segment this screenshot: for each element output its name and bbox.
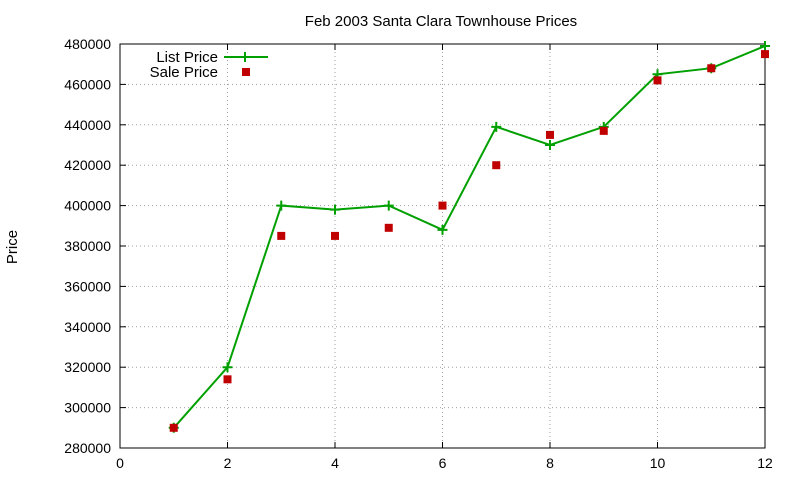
y-axis-label: Price bbox=[4, 230, 21, 264]
sale-price-point bbox=[438, 201, 447, 210]
sale-price-point bbox=[761, 50, 769, 59]
x-tick-label: 0 bbox=[116, 455, 124, 471]
x-tick-label: 10 bbox=[650, 455, 666, 471]
sale-price-point bbox=[492, 161, 501, 170]
x-tick-label: 6 bbox=[439, 455, 447, 471]
legend-sale-price-marker bbox=[242, 68, 250, 76]
y-tick-label: 320000 bbox=[64, 359, 111, 375]
y-tick-label: 340000 bbox=[64, 319, 111, 335]
sale-price-point bbox=[599, 126, 608, 135]
y-tick-label: 280000 bbox=[64, 440, 111, 456]
sale-price-point bbox=[169, 423, 178, 432]
sale-price-point bbox=[653, 76, 662, 85]
y-tick-label: 400000 bbox=[64, 198, 111, 214]
list-price-point bbox=[330, 204, 340, 215]
sale-price-point bbox=[384, 223, 393, 232]
chart-title: Feb 2003 Santa Clara Townhouse Prices bbox=[305, 13, 577, 30]
y-tick-label: 440000 bbox=[64, 117, 111, 133]
list-price-point bbox=[383, 200, 394, 211]
y-tick-label: 460000 bbox=[64, 76, 111, 92]
list-price-point bbox=[491, 121, 502, 132]
sale-price-point bbox=[223, 375, 232, 384]
sale-price-point bbox=[331, 231, 339, 240]
x-tick-label: 2 bbox=[224, 455, 232, 471]
sale-price-point bbox=[546, 130, 554, 139]
sale-price-point bbox=[277, 231, 286, 240]
list-price-point bbox=[222, 362, 233, 373]
sale-price-point bbox=[707, 64, 716, 73]
list-price-line bbox=[173, 45, 766, 429]
list-price-point bbox=[276, 200, 287, 211]
list-price-point bbox=[437, 224, 448, 235]
axis-ticks: 280000 300000 320000 340000 360000 380000 4000… bbox=[64, 36, 773, 471]
legend: List Price Sale Price bbox=[150, 49, 268, 81]
y-tick-label: 480000 bbox=[64, 36, 111, 52]
list-price-point bbox=[545, 140, 555, 150]
list-price-point bbox=[760, 41, 770, 52]
legend-sale-price-label: Sale Price bbox=[150, 64, 218, 81]
x-tick-label: 8 bbox=[546, 455, 554, 471]
legend-list-price-marker bbox=[240, 52, 250, 62]
y-tick-label: 360000 bbox=[64, 278, 111, 294]
grid-lines bbox=[120, 44, 765, 448]
y-tick-label: 420000 bbox=[64, 157, 111, 173]
y-tick-label: 300000 bbox=[64, 400, 111, 416]
legend-list-price-label: List Price bbox=[156, 49, 218, 66]
x-tick-label: 12 bbox=[757, 455, 773, 471]
data-series bbox=[168, 41, 770, 433]
x-tick-label: 4 bbox=[331, 455, 339, 471]
y-tick-label: 380000 bbox=[64, 238, 111, 254]
